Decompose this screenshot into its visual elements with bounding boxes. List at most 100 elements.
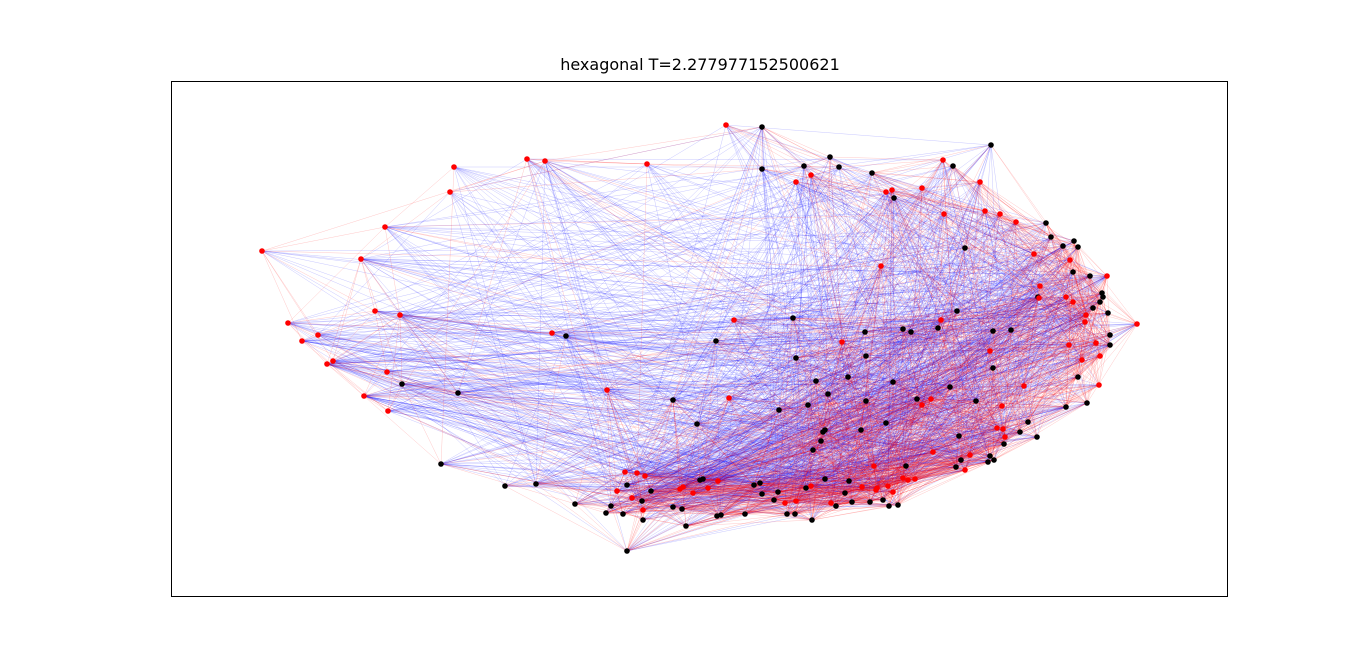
edge: [875, 323, 1138, 491]
edge: [784, 427, 998, 504]
red-node: [690, 490, 696, 496]
edge: [1027, 321, 1086, 423]
edge: [682, 486, 884, 501]
edge: [1073, 240, 1086, 323]
red-node: [1066, 342, 1072, 348]
edge: [401, 350, 991, 385]
edge: [822, 275, 1108, 433]
edge: [943, 213, 1041, 287]
edge: [399, 126, 763, 316]
edge: [820, 236, 1052, 442]
edge: [880, 144, 992, 267]
edge: [287, 322, 328, 365]
edge: [626, 404, 809, 552]
edge: [535, 265, 882, 485]
edge: [679, 296, 1067, 490]
edge: [805, 246, 1079, 489]
black-node: [1060, 243, 1066, 249]
edge: [605, 355, 1101, 514]
edge: [921, 187, 1101, 357]
edge: [565, 331, 912, 337]
edge: [1001, 275, 1108, 407]
edge: [824, 246, 1079, 480]
black-node: [990, 365, 996, 371]
edge: [399, 314, 644, 521]
black-node: [759, 491, 765, 497]
edge: [848, 165, 954, 482]
edge: [943, 213, 991, 352]
edge: [1033, 245, 1064, 255]
edge: [942, 159, 989, 463]
edge: [1068, 275, 1108, 346]
edge: [646, 163, 840, 168]
edge: [975, 292, 1103, 402]
edge: [606, 389, 681, 490]
edge: [715, 340, 846, 494]
edge: [707, 465, 907, 489]
edge: [387, 314, 401, 412]
edge: [921, 144, 992, 406]
edge: [363, 395, 674, 401]
edge: [626, 406, 1067, 552]
edge: [864, 265, 882, 333]
edge: [902, 329, 1012, 479]
edge: [956, 213, 1001, 312]
edge: [880, 247, 966, 267]
edge: [696, 328, 904, 425]
edge: [794, 265, 882, 515]
edge: [696, 384, 1100, 425]
edge: [551, 126, 763, 334]
edge: [921, 314, 1087, 406]
edge: [942, 159, 1109, 314]
edge: [440, 463, 863, 488]
edge: [699, 397, 730, 481]
edge: [733, 319, 867, 357]
edge: [778, 355, 1101, 411]
edge: [921, 259, 1071, 406]
edge: [759, 428, 1004, 484]
edge: [606, 197, 895, 391]
edge: [457, 392, 698, 425]
edge: [646, 163, 887, 424]
edge: [984, 210, 1029, 423]
edge: [326, 174, 812, 365]
edge: [326, 363, 709, 489]
black-node: [858, 427, 864, 433]
edge: [681, 505, 890, 510]
edge: [535, 331, 866, 485]
edge: [287, 322, 878, 489]
edge: [363, 395, 442, 465]
edge: [449, 168, 763, 193]
red-node: [299, 338, 305, 344]
edge: [811, 222, 1047, 521]
edge: [835, 427, 998, 507]
edge: [399, 314, 722, 516]
edge: [993, 384, 1100, 461]
edge: [551, 332, 608, 391]
edge: [440, 292, 1103, 465]
edge: [930, 159, 944, 400]
edge: [551, 181, 797, 334]
edge: [363, 259, 1071, 397]
edge: [399, 314, 567, 337]
edge: [565, 335, 1005, 445]
edge: [1033, 253, 1083, 361]
edge: [720, 159, 944, 516]
edge: [332, 360, 907, 467]
edge: [535, 483, 779, 493]
edge: [932, 301, 1074, 453]
edge: [616, 454, 971, 492]
edge: [822, 344, 1070, 433]
edge: [1101, 275, 1108, 294]
edge: [795, 357, 991, 457]
edge: [761, 428, 1004, 495]
red-node: [644, 161, 650, 167]
edge: [332, 360, 698, 425]
edge: [807, 307, 1094, 406]
edge: [720, 265, 882, 516]
edge: [984, 210, 1083, 361]
edge: [865, 342, 1097, 357]
edge: [902, 297, 1040, 479]
edge: [360, 258, 1108, 277]
edge: [876, 213, 945, 489]
